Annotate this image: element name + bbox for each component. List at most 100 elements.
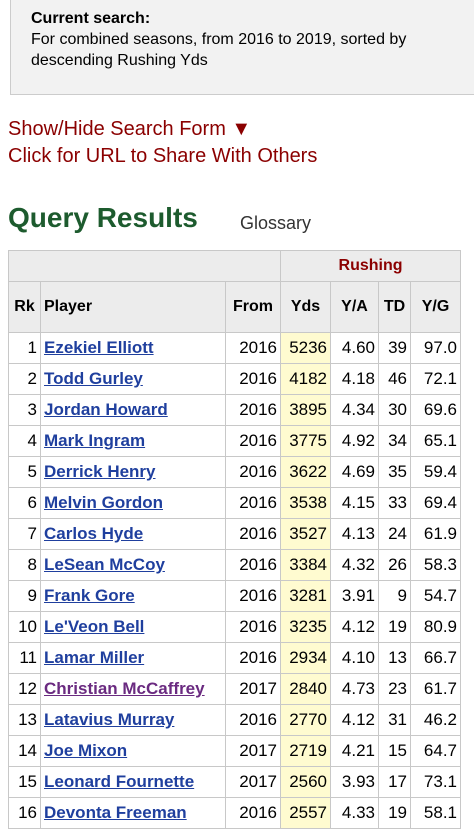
ya-cell: 4.60 <box>330 332 380 364</box>
player-cell: Lamar Miller <box>40 642 226 674</box>
from-cell: 2016 <box>224 518 282 550</box>
ya-cell: 4.92 <box>330 425 380 457</box>
table-row: 16 Devonta Freeman 2016 2557 4.33 19 58.1 <box>8 797 462 829</box>
player-link[interactable]: LeSean McCoy <box>44 555 165 574</box>
ya-cell: 4.34 <box>330 394 380 426</box>
ya-cell: 4.10 <box>330 642 380 674</box>
yg-cell: 73.1 <box>410 766 462 798</box>
from-cell: 2017 <box>224 735 282 767</box>
from-cell: 2016 <box>224 332 282 364</box>
player-link[interactable]: Lamar Miller <box>44 648 145 667</box>
td-cell: 30 <box>378 394 412 426</box>
td-cell: 9 <box>378 580 412 612</box>
player-link[interactable]: Frank Gore <box>44 586 135 605</box>
yg-cell: 61.7 <box>410 673 462 705</box>
yg-cell: 64.7 <box>410 735 462 767</box>
rk-cell: 12 <box>8 673 41 705</box>
player-link[interactable]: Joe Mixon <box>44 741 128 760</box>
yds-cell: 2934 <box>280 642 332 674</box>
player-cell: Melvin Gordon <box>40 487 226 519</box>
td-cell: 15 <box>378 735 412 767</box>
td-cell: 39 <box>378 332 412 364</box>
table-row: 4 Mark Ingram 2016 3775 4.92 34 65.1 <box>8 425 462 457</box>
player-cell: Christian McCaffrey <box>40 673 226 705</box>
from-cell: 2016 <box>224 797 282 829</box>
rk-cell: 9 <box>8 580 41 612</box>
ya-cell: 3.93 <box>330 766 380 798</box>
rk-cell: 14 <box>8 735 41 767</box>
glossary-link[interactable]: Glossary <box>240 213 312 233</box>
rk-cell: 10 <box>8 611 41 643</box>
from-cell: 2016 <box>224 456 282 488</box>
yds-cell: 3527 <box>280 518 332 550</box>
player-link[interactable]: Todd Gurley <box>44 369 143 388</box>
search-line: descending Rushing Yds <box>31 52 208 69</box>
rk-cell: 13 <box>8 704 41 736</box>
column-header[interactable]: Y/A <box>330 281 380 333</box>
yg-cell: 65.1 <box>410 425 462 457</box>
ya-cell: 3.91 <box>330 580 380 612</box>
ya-cell: 4.33 <box>330 797 380 829</box>
table-row: 9 Frank Gore 2016 3281 3.91 9 54.7 <box>8 580 462 612</box>
rk-cell: 8 <box>8 549 41 581</box>
column-header[interactable]: Rk <box>8 281 41 333</box>
share-link[interactable]: Click for URL to Share With Others <box>8 145 318 167</box>
player-link[interactable]: Christian McCaffrey <box>44 679 205 698</box>
table-row: 7 Carlos Hyde 2016 3527 4.13 24 61.9 <box>8 518 462 550</box>
yg-cell: 66.7 <box>410 642 462 674</box>
player-cell: Ezekiel Elliott <box>40 332 226 364</box>
td-cell: 31 <box>378 704 412 736</box>
ya-cell: 4.13 <box>330 518 380 550</box>
player-link[interactable]: Latavius Murray <box>44 710 175 729</box>
yds-cell: 2719 <box>280 735 332 767</box>
td-cell: 24 <box>378 518 412 550</box>
rk-cell: 16 <box>8 797 41 829</box>
player-link[interactable]: Leonard Fournette <box>44 772 195 791</box>
player-cell: LeSean McCoy <box>40 549 226 581</box>
td-cell: 19 <box>378 611 412 643</box>
yg-cell: 97.0 <box>410 332 462 364</box>
ya-cell: 4.18 <box>330 363 380 395</box>
rk-cell: 15 <box>8 766 41 798</box>
column-header[interactable]: TD <box>378 281 412 333</box>
player-link[interactable]: Ezekiel Elliott <box>44 338 154 357</box>
rk-cell: 3 <box>8 394 41 426</box>
player-link[interactable]: Devonta Freeman <box>44 803 187 822</box>
player-link[interactable]: Derrick Henry <box>44 462 156 481</box>
rk-cell: 2 <box>8 363 41 395</box>
player-link[interactable]: Carlos Hyde <box>44 524 144 543</box>
from-cell: 2016 <box>224 549 282 581</box>
column-header[interactable]: From <box>224 281 282 333</box>
ya-cell: 4.21 <box>330 735 380 767</box>
search-box: Current search: For combined seasons, fr… <box>10 0 474 95</box>
column-header[interactable]: Player <box>40 281 226 333</box>
yds-cell: 4182 <box>280 363 332 395</box>
td-cell: 19 <box>378 797 412 829</box>
rk-cell: 7 <box>8 518 41 550</box>
player-cell: Carlos Hyde <box>40 518 226 550</box>
yds-cell: 3538 <box>280 487 332 519</box>
yds-cell: 3235 <box>280 611 332 643</box>
player-link[interactable]: Mark Ingram <box>44 431 146 450</box>
player-cell: Joe Mixon <box>40 735 226 767</box>
from-cell: 2017 <box>224 766 282 798</box>
column-header[interactable]: Yds <box>280 281 332 333</box>
player-cell: Mark Ingram <box>40 425 226 457</box>
player-link[interactable]: Melvin Gordon <box>44 493 163 512</box>
player-link[interactable]: Le'Veon Bell <box>44 617 145 636</box>
column-header[interactable]: Y/G <box>410 281 462 333</box>
from-cell: 2016 <box>224 363 282 395</box>
show-hide-link[interactable]: Show/Hide Search Form ▼ <box>8 118 252 140</box>
table-row: 2 Todd Gurley 2016 4182 4.18 46 72.1 <box>8 363 462 395</box>
results-table: Rushing Rk Player From Yds Y/A TD Y/G 1 Ezekiel… <box>7 250 462 829</box>
from-cell: 2016 <box>224 642 282 674</box>
td-cell: 35 <box>378 456 412 488</box>
table-row: 13 Latavius Murray 2016 2770 4.12 31 46.2 <box>8 704 462 736</box>
from-cell: 2016 <box>224 580 282 612</box>
yds-cell: 2560 <box>280 766 332 798</box>
player-link[interactable]: Jordan Howard <box>44 400 168 419</box>
td-cell: 26 <box>378 549 412 581</box>
table-row: 8 LeSean McCoy 2016 3384 4.32 26 58.3 <box>8 549 462 581</box>
player-cell: Leonard Fournette <box>40 766 226 798</box>
rk-cell: 5 <box>8 456 41 488</box>
